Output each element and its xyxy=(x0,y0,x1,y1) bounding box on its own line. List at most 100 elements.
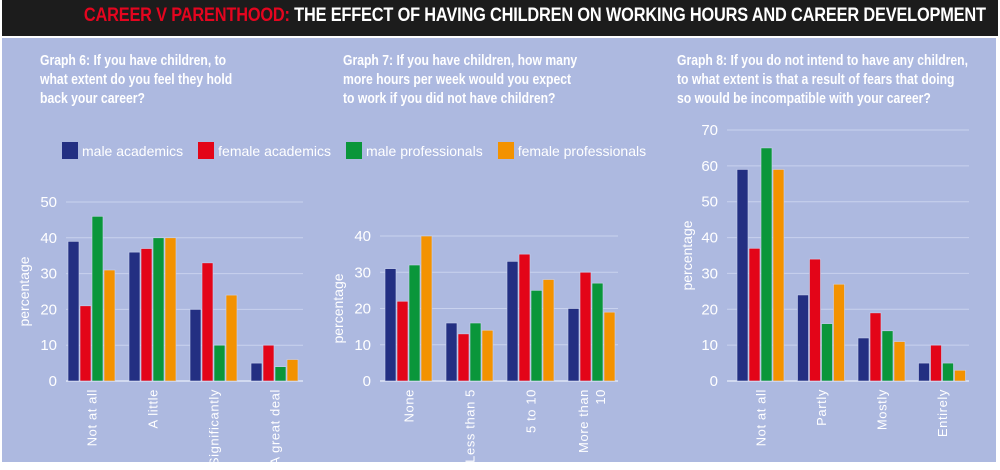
graph-7-title-line: to work if you did not have children? xyxy=(343,91,556,107)
y-tick-label: 40 xyxy=(701,230,718,247)
x-tick-label: 5 to 10 xyxy=(524,389,539,433)
bar xyxy=(481,329,494,382)
graph-7-title: Graph 7: If you have children, how many … xyxy=(343,52,577,109)
bar xyxy=(542,279,555,382)
bar xyxy=(201,262,214,382)
bar xyxy=(603,311,616,382)
bar xyxy=(469,322,482,382)
bar xyxy=(579,271,592,382)
title-highlight: CAREER V PARENTHOOD: xyxy=(83,5,290,26)
bar xyxy=(286,359,299,382)
header-bar: CAREER V PARENTHOOD: THE EFFECT OF HAVIN… xyxy=(2,0,998,36)
y-axis-label: percentage xyxy=(16,256,32,326)
legend-label: female professionals xyxy=(517,142,647,159)
y-axis-label: percentage xyxy=(330,273,346,343)
x-tick-label: Not at all xyxy=(85,389,100,446)
y-tick-label: 10 xyxy=(701,337,718,354)
bar xyxy=(809,258,821,382)
graph-7-title-line: Graph 7: If you have children, how many xyxy=(343,53,578,69)
bar xyxy=(396,300,409,382)
bar xyxy=(384,268,397,382)
bar xyxy=(140,248,153,382)
y-tick-label: 0 xyxy=(49,373,57,390)
x-tick-label: Significantly xyxy=(207,389,222,466)
legend-item-female-academics: female academics xyxy=(198,142,331,159)
graph-6-title-line: back your career? xyxy=(40,91,145,107)
bar xyxy=(128,251,141,382)
y-tick-label: 20 xyxy=(354,301,371,318)
graph-8-title: Graph 8: If you do not intend to have an… xyxy=(677,52,968,109)
graph-6-title-line: Graph 6: If you have children, to xyxy=(40,53,227,69)
x-tick-label: Not at all xyxy=(754,389,769,446)
bar xyxy=(748,248,761,382)
bar xyxy=(457,333,470,382)
legend-label: male professionals xyxy=(365,142,483,159)
legend-label: male academics xyxy=(82,142,184,159)
x-tick-label: 10 xyxy=(593,389,608,405)
bar xyxy=(772,169,785,382)
x-tick-label: Mostly xyxy=(875,389,890,430)
y-tick-label: 30 xyxy=(354,264,371,281)
bar xyxy=(893,341,906,382)
bar xyxy=(103,269,116,382)
bar xyxy=(567,308,580,382)
legend-item-female-professionals: female professionals xyxy=(497,142,647,159)
y-tick-label: 70 xyxy=(701,122,718,139)
bar xyxy=(736,169,749,382)
page-title: CAREER V PARENTHOOD: THE EFFECT OF HAVIN… xyxy=(84,5,986,27)
legend-label: female academics xyxy=(218,142,331,159)
bar xyxy=(189,309,202,382)
x-tick-label: None xyxy=(402,389,417,422)
legend-swatch xyxy=(198,142,215,159)
legend-item-male-professionals: male professionals xyxy=(345,142,483,159)
legend-swatch xyxy=(497,142,514,159)
y-tick-label: 10 xyxy=(354,337,371,354)
y-tick-label: 20 xyxy=(40,301,57,318)
graph-8-title-line: so would be incompatible with your caree… xyxy=(677,91,931,107)
bar xyxy=(869,312,882,382)
legend-item-male-academics: male academics xyxy=(62,142,183,159)
bar xyxy=(821,323,833,382)
y-tick-label: 30 xyxy=(40,266,57,283)
bar xyxy=(274,366,287,382)
bar xyxy=(506,261,519,382)
graph-6-title-line: what extent do you feel they hold xyxy=(40,72,233,88)
y-tick-label: 10 xyxy=(40,337,57,354)
bar xyxy=(833,283,845,382)
bar xyxy=(91,216,104,382)
bar xyxy=(213,344,226,382)
bar xyxy=(420,235,433,382)
x-tick-label: Partly xyxy=(814,389,829,426)
title-rest: THE EFFECT OF HAVING CHILDREN ON WORKING… xyxy=(289,5,986,26)
legend-swatch xyxy=(345,142,362,159)
bar xyxy=(225,294,238,382)
graph-8-title-line: Graph 8: If you do not intend to have an… xyxy=(677,53,968,69)
y-tick-label: 40 xyxy=(354,228,371,245)
bar xyxy=(79,305,92,382)
y-tick-label: 30 xyxy=(701,265,718,282)
bar xyxy=(930,344,942,382)
bar xyxy=(942,362,954,382)
x-tick-label: A little xyxy=(146,389,161,428)
graph-7-title-line: more hours per week would you expect xyxy=(343,72,572,88)
y-axis-label: percentage xyxy=(679,220,695,290)
bar xyxy=(67,241,80,382)
x-tick-label: A great deal xyxy=(268,389,283,466)
x-tick-label: Entirely xyxy=(935,389,950,437)
bar xyxy=(250,362,263,382)
bar xyxy=(857,337,870,382)
graph-6-title: Graph 6: If you have children, to what e… xyxy=(40,52,232,109)
bar xyxy=(530,290,543,382)
bar xyxy=(954,369,966,382)
bar xyxy=(445,322,458,382)
bar xyxy=(881,330,894,382)
bar xyxy=(164,237,177,382)
y-tick-label: 20 xyxy=(701,301,718,318)
y-tick-label: 0 xyxy=(710,373,718,390)
bar xyxy=(518,253,531,382)
bar xyxy=(152,237,165,382)
y-tick-label: 50 xyxy=(40,194,57,211)
legend: male academics female academics male pro… xyxy=(62,142,661,159)
graph-8-title-line: to what extent is that a result of fears… xyxy=(677,72,955,88)
